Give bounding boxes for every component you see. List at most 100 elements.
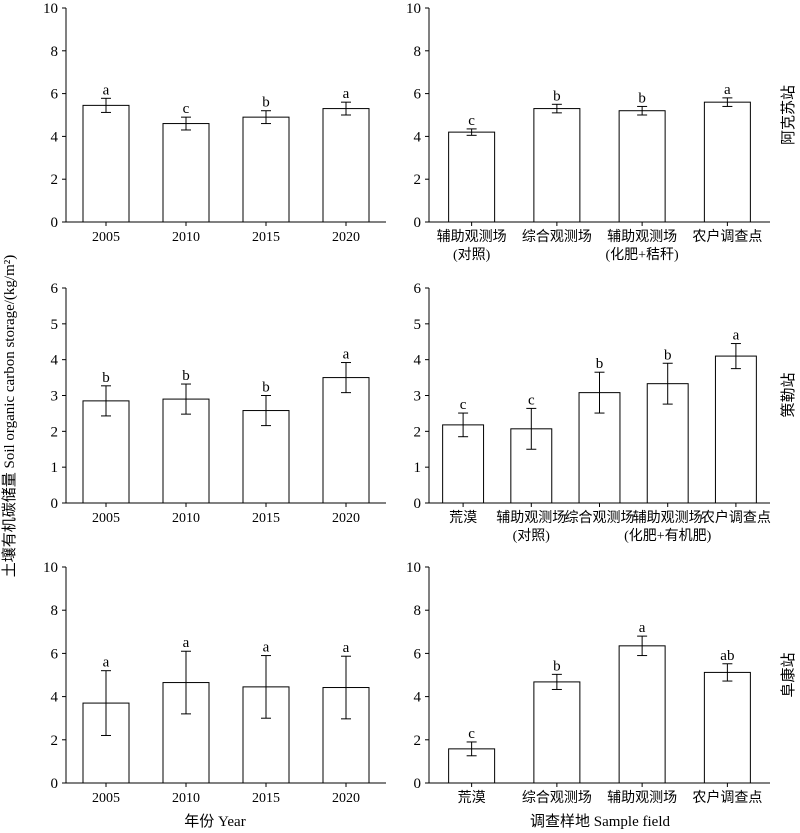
- x-tick-label: 2010: [172, 511, 200, 526]
- x-tick-label: 农户调查点: [692, 789, 762, 806]
- y-tick-label: 1: [414, 460, 422, 476]
- x-tick-label: 综合观测场: [522, 229, 592, 245]
- significance-letter: b: [262, 95, 270, 111]
- panel-2: 0 2 4 6 8 10 c 辅助观测场 (对照) b 综合观测场 b 辅助观测场 (化肥+秸秆) a 农户调…: [406, 1, 797, 263]
- station-label: 阿克苏站: [780, 85, 797, 145]
- y-tick-label: 6: [51, 281, 59, 297]
- y-tick-label: 1: [51, 460, 59, 476]
- significance-letter: c: [468, 726, 475, 742]
- significance-letter: ab: [720, 648, 734, 664]
- y-tick-label: 8: [51, 44, 59, 60]
- x-tick-label: (化肥+有机肥): [624, 528, 712, 544]
- y-tick-label: 4: [414, 690, 422, 706]
- y-tick-label: 0: [51, 215, 59, 231]
- panel-1: 0 2 4 6 8 10 a 2005 c 2010 b 2015 a 2020: [43, 1, 386, 245]
- bar: [322, 377, 370, 504]
- y-tick-label: 4: [414, 353, 422, 369]
- y-tick-label: 4: [51, 690, 59, 706]
- y-tick-label: 0: [414, 215, 422, 231]
- y-tick-label: 6: [414, 87, 422, 103]
- x-tick-label: (对照): [513, 528, 551, 544]
- panel-5: 0 2 4 6 8 10 a 2005 a 2010 a 2015 a 2020: [43, 560, 386, 806]
- bar: [714, 355, 757, 504]
- significance-letter: a: [183, 635, 190, 651]
- bar: [533, 108, 581, 223]
- significance-letter: a: [263, 640, 270, 656]
- significance-letter: a: [639, 620, 646, 636]
- y-tick-label: 6: [414, 646, 422, 662]
- x-tick-label: 荒漠: [449, 510, 477, 526]
- significance-letter: a: [733, 328, 740, 344]
- bar: [82, 400, 130, 504]
- x-tick-label: 综合观测场: [522, 790, 592, 806]
- bar: [162, 123, 210, 223]
- y-tick-label: 10: [43, 560, 58, 576]
- x-tick-label: 综合观测场: [565, 510, 635, 526]
- y-tick-label: 2: [414, 733, 422, 749]
- panel-3: 0 1 2 3 4 5 6 b 2005 b 2010 b 2015 a 2020: [51, 281, 386, 526]
- y-tick-label: 5: [414, 317, 422, 333]
- x-tick-label: 2020: [332, 230, 360, 245]
- significance-letter: a: [343, 347, 350, 363]
- x-tick-label: 2020: [332, 511, 360, 526]
- x-tick-label: (化肥+秸秆): [606, 247, 680, 263]
- y-tick-label: 8: [51, 603, 59, 619]
- y-tick-label: 6: [414, 281, 422, 297]
- significance-letter: b: [596, 356, 604, 372]
- y-tick-label: 10: [43, 1, 58, 17]
- y-tick-label: 10: [406, 1, 421, 17]
- y-tick-label: 0: [51, 496, 59, 512]
- y-tick-label: 0: [414, 496, 422, 512]
- significance-letter: a: [343, 86, 350, 102]
- x-tick-label: (对照): [453, 247, 491, 263]
- y-tick-label: 3: [414, 389, 422, 405]
- station-label: 策勒站: [780, 372, 797, 417]
- x-tick-label: 辅助观测场: [496, 510, 566, 526]
- y-tick-label: 6: [51, 646, 59, 662]
- significance-letter: b: [553, 658, 561, 674]
- significance-letter: a: [343, 640, 350, 656]
- significance-letter: b: [262, 380, 270, 396]
- y-tick-label: 8: [414, 603, 422, 619]
- bar: [703, 671, 751, 784]
- x-tick-label: 辅助观测场: [633, 510, 703, 526]
- bar: [533, 681, 581, 784]
- x-tick-label: 2005: [92, 230, 120, 245]
- y-tick-label: 0: [414, 776, 422, 792]
- y-tick-label: 3: [51, 389, 59, 405]
- bar: [82, 104, 130, 223]
- y-tick-label: 8: [414, 44, 422, 60]
- x-tick-label: 2020: [332, 791, 360, 806]
- x-tick-label: 2005: [92, 511, 120, 526]
- significance-letter: a: [103, 655, 110, 671]
- significance-letter: a: [103, 82, 110, 98]
- x-tick-label: 辅助观测场: [437, 229, 507, 245]
- y-axis-title: 土壤有机碳储量 Soil organic carbon storage/(kg/…: [0, 255, 18, 578]
- y-tick-label: 4: [51, 353, 59, 369]
- x-tick-label: 辅助观测场: [607, 790, 677, 806]
- significance-letter: b: [553, 88, 561, 104]
- significance-letter: b: [664, 347, 672, 363]
- significance-letter: b: [102, 370, 110, 386]
- significance-letter: c: [460, 397, 467, 413]
- bar: [322, 108, 370, 223]
- x-tick-label: 2015: [252, 511, 280, 526]
- y-tick-label: 4: [414, 129, 422, 145]
- bar: [618, 645, 666, 784]
- x-tick-label: 农户调查点: [701, 509, 771, 526]
- y-tick-label: 10: [406, 560, 421, 576]
- x-tick-label: 2010: [172, 791, 200, 806]
- bar: [448, 131, 496, 223]
- bar: [242, 410, 290, 504]
- y-tick-label: 2: [414, 424, 422, 440]
- bar: [703, 101, 751, 223]
- bar: [242, 116, 290, 223]
- significance-letter: c: [528, 392, 535, 408]
- y-tick-label: 0: [51, 776, 59, 792]
- panel-6: 0 2 4 6 8 10 c 荒漠 b 综合观测场 a 辅助观测场 ab 农户调查点 阜康站: [406, 560, 797, 806]
- station-label: 阜康站: [780, 652, 797, 697]
- x-tick-label: 2010: [172, 230, 200, 245]
- x-axis-title-left: 年份 Year: [184, 813, 245, 830]
- significance-letter: a: [724, 82, 731, 98]
